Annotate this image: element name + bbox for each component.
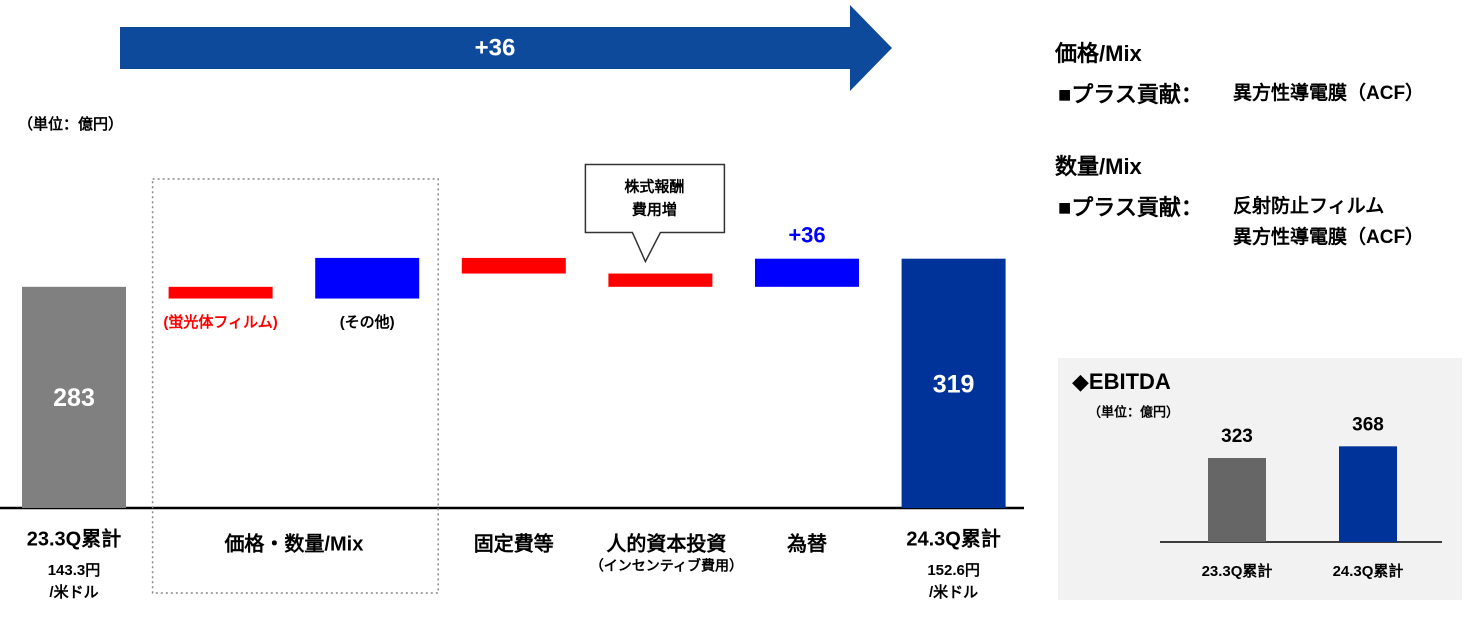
total-bar [901, 258, 1006, 508]
note-head: ■プラス貢献： [1058, 195, 1203, 220]
unit-label: （単位：億円） [1088, 404, 1179, 419]
callout-text: 株式報酬 [624, 178, 684, 196]
arrow-label: +36 [475, 34, 516, 61]
bar [1208, 458, 1266, 542]
note-head: ■プラス貢献： [1058, 82, 1203, 107]
total-value: 283 [53, 384, 95, 412]
x-tick-label: 24.3Q累計 [1333, 562, 1404, 580]
x-tick-label: 23.3Q累計 [1202, 562, 1273, 580]
rate-label: /米ドル [49, 583, 98, 601]
chart-title: ◆EBITDA [1072, 369, 1171, 394]
value-label: 368 [1352, 414, 1384, 435]
category-label: 固定費等 [474, 531, 554, 555]
note-item: 反射防止フィルム [1233, 194, 1384, 217]
total-arrow [120, 5, 892, 91]
category-label: 23.3Q累計 [27, 526, 121, 550]
value-label: +36 [788, 223, 825, 248]
note-item: 異方性導電膜（ACF） [1233, 81, 1424, 104]
step-bar [461, 257, 566, 274]
note-title: 価格/Mix [1054, 41, 1143, 66]
step-bar [168, 286, 273, 299]
total-bar [22, 286, 126, 508]
total-value: 319 [933, 370, 975, 398]
category-label: 人的資本投資 [606, 531, 726, 555]
note-item: 異方性導電膜（ACF） [1233, 225, 1424, 248]
note-title: 数量/Mix [1055, 154, 1143, 179]
value-label: 323 [1221, 426, 1253, 447]
group-box [151, 178, 439, 594]
category-label: 24.3Q累計 [906, 526, 1000, 550]
bar-sublabel: (その他) [340, 313, 395, 331]
callout [584, 163, 726, 264]
bar-sublabel: (蛍光体フィルム) [163, 313, 277, 331]
category-note: （インセンティブ費用） [590, 558, 743, 574]
step-bar [755, 258, 859, 287]
rate-label: 143.3円 [48, 562, 101, 579]
step-bar [315, 257, 420, 299]
unit-label: （単位：億円） [18, 115, 123, 133]
rate-label: 152.6円 [927, 562, 980, 579]
rate-label: /米ドル [929, 583, 978, 601]
category-label: 価格・数量/Mix [223, 531, 363, 555]
callout-text: 費用増 [632, 201, 677, 219]
category-label: 為替 [787, 531, 827, 555]
bar [1339, 446, 1397, 542]
step-bar [608, 273, 713, 287]
